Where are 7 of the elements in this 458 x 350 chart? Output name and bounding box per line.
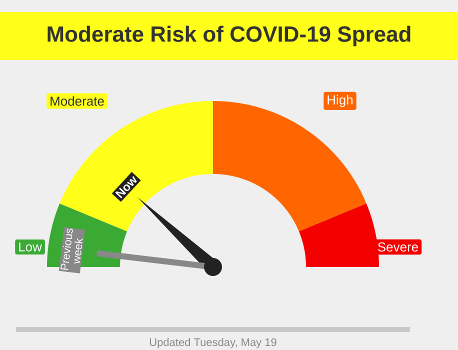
slice-label: Low [19,242,42,252]
chart-title: Moderate Risk of COVID-19 Spread [48,26,410,46]
slice-label: Severe [378,242,418,252]
slice-label: Moderate [50,96,104,106]
text: Previous week [60,228,83,270]
text: Updated Tuesday, May 19 [150,338,276,348]
slice-label: High [328,94,353,108]
